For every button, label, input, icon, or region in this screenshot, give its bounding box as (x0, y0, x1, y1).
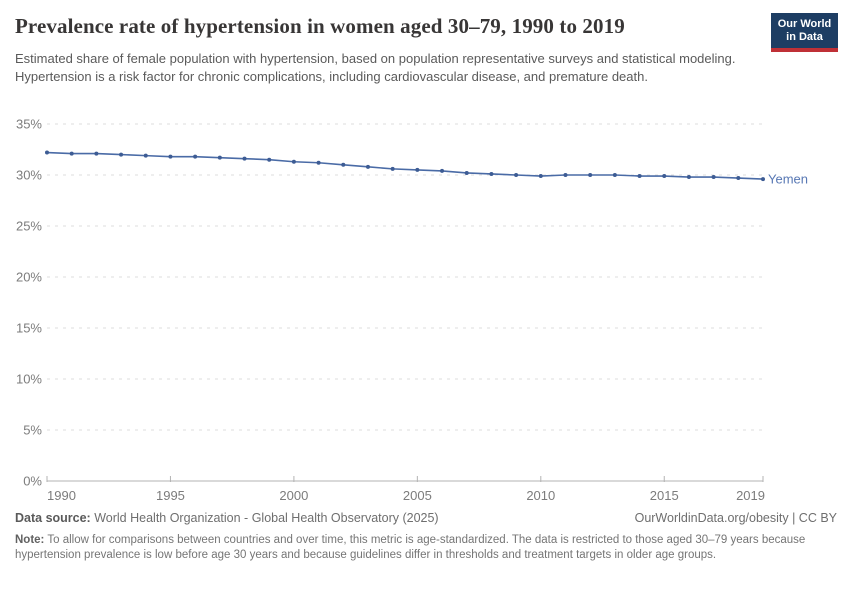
data-point (440, 168, 445, 173)
data-point (242, 156, 247, 161)
data-point (45, 150, 49, 155)
logo-text-line1: Our World (777, 18, 832, 30)
data-point (168, 154, 173, 159)
y-tick-label: 0% (23, 474, 42, 489)
data-point (217, 155, 222, 160)
data-point (119, 152, 124, 157)
line-chart: 0% 5% 10% 15% 20% 25% 30% 35% 1990 1995 2000 2005 20… (16, 117, 808, 504)
y-tick-label: 10% (16, 372, 42, 387)
data-point (415, 167, 420, 172)
x-tick-label: 1990 (47, 488, 76, 503)
data-point (588, 173, 593, 177)
y-tick-label: 20% (16, 270, 42, 285)
x-tick-label: 2005 (403, 488, 432, 503)
data-point (686, 175, 691, 180)
data-point (563, 173, 568, 177)
data-point (193, 154, 198, 159)
data-point (637, 174, 642, 179)
note-label: Note: (15, 534, 45, 546)
data-point (711, 175, 716, 180)
y-tick-label: 15% (16, 321, 42, 336)
x-tick-label: 2019 (736, 488, 765, 503)
y-tick-label: 35% (16, 117, 42, 132)
data-point (291, 159, 296, 164)
logo-accent-bar (771, 48, 838, 52)
note: Note: To allow for comparisons between c… (15, 533, 839, 564)
series-end-label: Yemen (768, 172, 808, 187)
data-point (736, 176, 741, 181)
data-point (662, 174, 667, 179)
license-link[interactable]: OurWorldinData.org/obesity | CC BY (634, 511, 837, 525)
data-point (69, 151, 74, 156)
chart-title: Prevalence rate of hypertension in women… (15, 14, 625, 38)
data-source: Data source: World Health Organization -… (15, 511, 439, 525)
chart-subtitle: Estimated share of female population wit… (15, 51, 736, 84)
x-tick-label: 2010 (526, 488, 555, 503)
data-point (390, 166, 395, 171)
data-point (143, 153, 148, 158)
source-row: Data source: World Health Organization -… (15, 511, 837, 525)
data-point (538, 174, 543, 179)
data-point (761, 177, 765, 182)
note-text: To allow for comparisons between countri… (15, 534, 806, 562)
data-source-label: Data source: (15, 511, 91, 525)
data-source-value: World Health Organization - Global Healt… (94, 511, 439, 525)
data-point (365, 164, 370, 169)
x-tick-label: 2015 (650, 488, 679, 503)
y-tick-label: 25% (16, 219, 42, 234)
owid-logo: Our World in Data (771, 13, 838, 49)
y-tick-label: 30% (16, 168, 42, 183)
data-point (489, 171, 494, 176)
logo-text-line2: in Data (786, 31, 823, 44)
data-point (341, 162, 346, 167)
trend-line (46, 151, 764, 180)
data-point (612, 173, 617, 177)
data-point (94, 151, 99, 156)
x-tick-label: 2000 (279, 488, 308, 503)
data-point (464, 170, 469, 175)
data-point (316, 160, 321, 165)
data-point (267, 157, 272, 162)
x-tick-label: 1995 (156, 488, 185, 503)
y-tick-label: 5% (23, 423, 42, 438)
data-point (514, 173, 519, 177)
